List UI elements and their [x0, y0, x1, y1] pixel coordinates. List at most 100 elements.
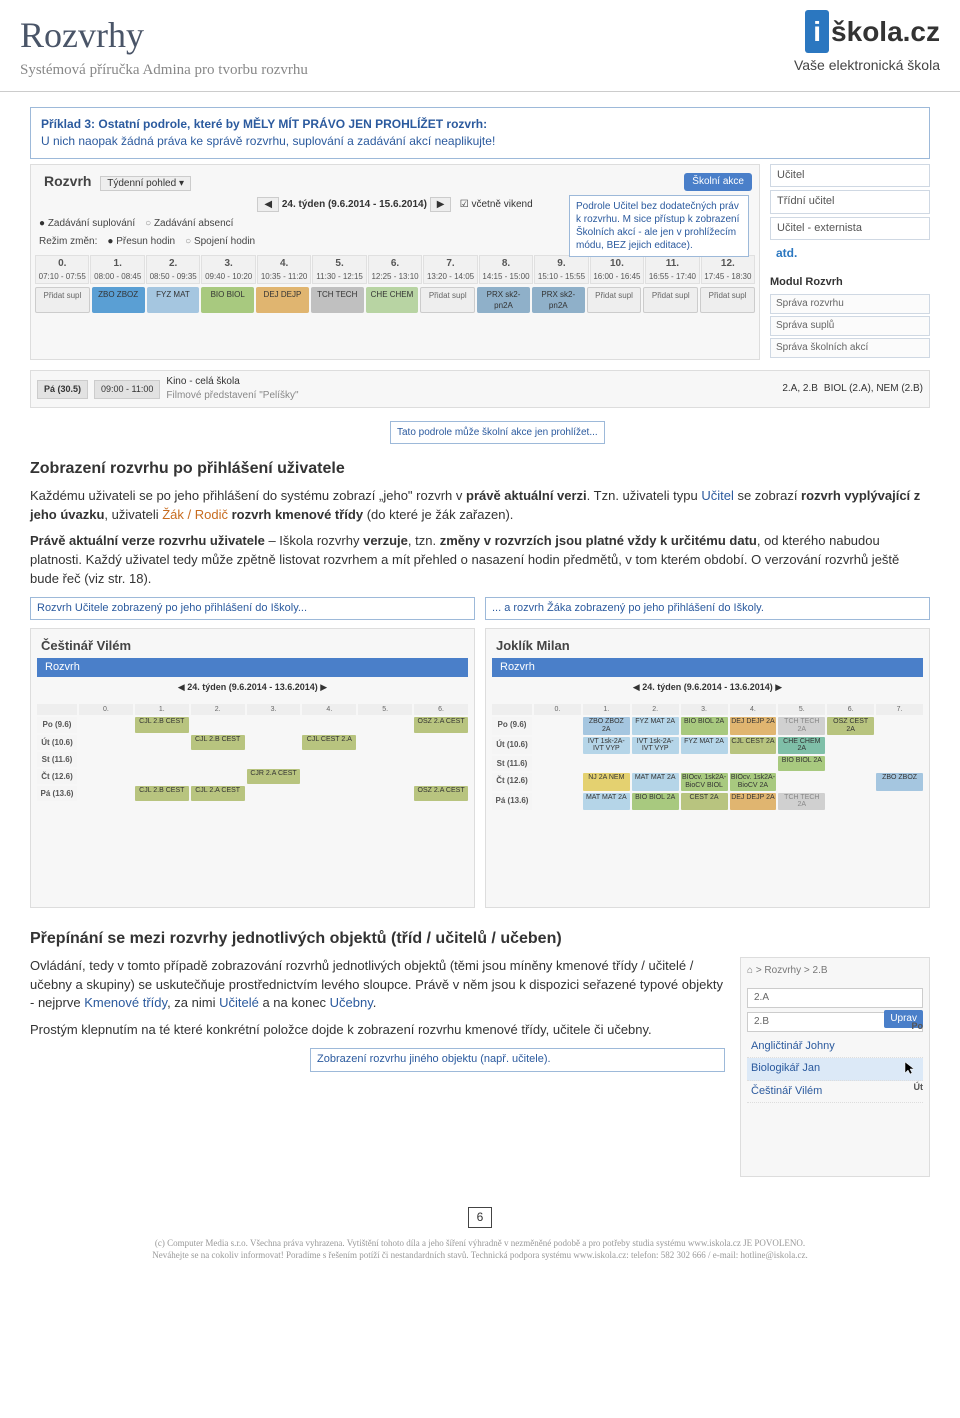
sidebar-teacher-2-highlighted[interactable]: Biologikář Jan: [747, 1058, 923, 1080]
weekend-checkbox-label[interactable]: včetně vikend: [471, 199, 532, 210]
day-label: Út (10.6): [492, 737, 532, 754]
role-externista[interactable]: Učitel - externista: [770, 217, 930, 240]
subject-block[interactable]: TCH TECH: [311, 287, 364, 313]
subject-block[interactable]: CHE CHEM: [366, 287, 419, 313]
timetable-cell[interactable]: DEJ DEJP 2A: [730, 717, 777, 734]
subject-block[interactable]: Přidat supl: [35, 287, 90, 313]
timetable-cell: [191, 717, 245, 732]
timetable-cell[interactable]: FYZ MAT 2A: [632, 717, 679, 734]
timetable-cell: [135, 769, 189, 784]
radio-presun[interactable]: Přesun hodin: [107, 235, 175, 249]
radio-spojeni[interactable]: Spojení hodin: [185, 235, 255, 249]
col-header: 4.: [302, 704, 356, 716]
timetable-cell[interactable]: ZBO ZBOZ: [876, 773, 923, 790]
timetable-cell[interactable]: BIOcv. 1sk2A-BioCV 2A: [730, 773, 777, 790]
timetable-cell: [247, 717, 301, 732]
timetable-cell[interactable]: OSZ CEST 2A: [827, 717, 874, 734]
example-3-box: Příklad 3: Ostatní podrole, které by MĚL…: [30, 107, 930, 159]
class-tab-2a[interactable]: 2.A: [747, 988, 923, 1008]
subject-block[interactable]: PRX sk2-pn2A: [477, 287, 530, 313]
timetable-cell[interactable]: DEJ DEJP 2A: [730, 793, 777, 810]
timetable-cell[interactable]: CJR 2.A CEST: [247, 769, 301, 784]
subject-block[interactable]: ZBO ZBOZ: [92, 287, 145, 313]
radio-suplovani[interactable]: Zadávání suplování: [39, 217, 135, 231]
subject-block[interactable]: Přidat supl: [587, 287, 642, 313]
student-name: Joklík Milan: [492, 635, 923, 657]
subject-block[interactable]: BIO BIOL: [201, 287, 254, 313]
main-callout: Podrole Učitel bez dodatečných práv k ro…: [569, 195, 749, 257]
timetable-cell[interactable]: CJL 2.B CEST: [135, 786, 189, 801]
timetable-cell: [827, 773, 874, 790]
view-dropdown[interactable]: Týdenní pohled ▾: [100, 176, 191, 191]
role-ucitel[interactable]: Učitel: [770, 164, 930, 187]
timetable-cell[interactable]: FYZ MAT 2A: [681, 737, 728, 754]
timetable-cell[interactable]: CJL CEST 2.A: [302, 735, 356, 750]
subject-block[interactable]: DEJ DEJP: [256, 287, 309, 313]
timetable-cell[interactable]: CJL 2.A CEST: [191, 786, 245, 801]
timetable-cell: [191, 752, 245, 767]
day-label: Út (10.6): [37, 735, 77, 750]
subject-block[interactable]: PRX sk2-pn2A: [532, 287, 585, 313]
breadcrumb[interactable]: ⌂ > Rozvrhy > 2.B: [747, 964, 923, 978]
timetable-cell: [247, 786, 301, 801]
twin-screenshots: Češtinář Vilém Rozvrh ◀ 24. týden (9.6.2…: [30, 628, 930, 908]
subject-block[interactable]: Přidat supl: [420, 287, 475, 313]
radio-absenci[interactable]: Zadávání absencí: [145, 217, 233, 231]
role-tridni[interactable]: Třídní učitel: [770, 190, 930, 213]
timetable-cell: [632, 756, 679, 771]
day-label: St (11.6): [37, 752, 77, 767]
timetable-cell[interactable]: BIO BIOL 2A: [681, 717, 728, 734]
timetable-cell[interactable]: OSZ 2.A CEST: [414, 717, 468, 732]
regime-label: Režim změn:: [39, 235, 97, 249]
timetable-cell[interactable]: ZBO ZBOZ 2A: [583, 717, 630, 734]
sidebar-teacher-1[interactable]: Angličtinář Johny: [747, 1036, 923, 1058]
timetable-cell[interactable]: TCH TECH 2A: [778, 717, 825, 734]
subjects-cell: BIOL (2.A), NEM (2.B): [824, 382, 923, 396]
timetable-cell[interactable]: MAT MAT 2A: [632, 773, 679, 790]
timetable-cell[interactable]: CJL 2.B CEST: [135, 717, 189, 732]
sidebar-teacher-3[interactable]: Češtinář Vilém: [747, 1081, 923, 1103]
timetable-cell[interactable]: CJL CEST 2A: [730, 737, 777, 754]
module-item-3[interactable]: Správa školních akcí: [770, 338, 930, 358]
week-label-left: ◀ 24. týden (9.6.2014 - 13.6.2014) ▶: [37, 677, 468, 698]
week-label: 24. týden (9.6.2014 - 15.6.2014): [282, 199, 427, 210]
timetable-cell: [79, 786, 133, 801]
footer-line-2: Neváhejte se na cokoliv informovat! Pora…: [20, 1249, 940, 1261]
content-area: Příklad 3: Ostatní podrole, které by MĚL…: [0, 92, 960, 1191]
subject-block[interactable]: FYZ MAT: [147, 287, 200, 313]
rozvrh-tab-right[interactable]: Rozvrh: [492, 658, 923, 677]
timetable-cell[interactable]: CHE CHEM 2A: [778, 737, 825, 754]
timetable-cell[interactable]: BIO BIOL 2A: [632, 793, 679, 810]
period-header: 11.16:55 - 17:40: [645, 255, 699, 284]
para-2: Právě aktuální verze rozvrhu uživatele –…: [30, 532, 930, 589]
school-action-row: Pá (30.5) 09:00 - 11:00 Kino - celá škol…: [30, 370, 930, 408]
timetable-cell: [358, 717, 412, 732]
lower-section: Ovládání, tedy v tomto případě zobrazová…: [30, 957, 930, 1177]
period-header: 10.16:00 - 16:45: [590, 255, 644, 284]
timetable-cell[interactable]: MAT MAT 2A: [583, 793, 630, 810]
col-header: 2.: [191, 704, 245, 716]
timetable-cell: [79, 769, 133, 784]
col-header: 4.: [730, 704, 777, 716]
timetable-cell[interactable]: TCH TECH 2A: [778, 793, 825, 810]
timetable-cell: [681, 756, 728, 771]
timetable-cell[interactable]: OSZ 2.A CEST: [414, 786, 468, 801]
module-item-2[interactable]: Správa suplů: [770, 316, 930, 336]
rozvrh-tab-left[interactable]: Rozvrh: [37, 658, 468, 677]
timetable-cell[interactable]: CJL 2.B CEST: [191, 735, 245, 750]
next-week-button[interactable]: ▶: [430, 197, 452, 212]
module-item-1[interactable]: Správa rozvrhu: [770, 294, 930, 314]
timetable-cell[interactable]: BIO BIOL 2A: [778, 756, 825, 771]
subject-block[interactable]: Přidat supl: [700, 287, 755, 313]
timetable-cell[interactable]: IVT 1sk-2A-IVT VYP: [583, 737, 630, 754]
prev-week-button[interactable]: ◀: [257, 197, 279, 212]
timetable-cell[interactable]: CEST 2A: [681, 793, 728, 810]
timetable-cell: [414, 769, 468, 784]
timetable-cell: [534, 737, 581, 754]
timetable-cell[interactable]: IVT 1sk-2A-IVT VYP: [632, 737, 679, 754]
subject-block[interactable]: Přidat supl: [643, 287, 698, 313]
timetable-cell[interactable]: NJ 2A NEM: [583, 773, 630, 790]
timetable-cell[interactable]: BIOcv. 1sk2A-BioCV BIOL: [681, 773, 728, 790]
col-header: 1.: [583, 704, 630, 716]
school-action-button[interactable]: Školní akce: [684, 173, 752, 191]
